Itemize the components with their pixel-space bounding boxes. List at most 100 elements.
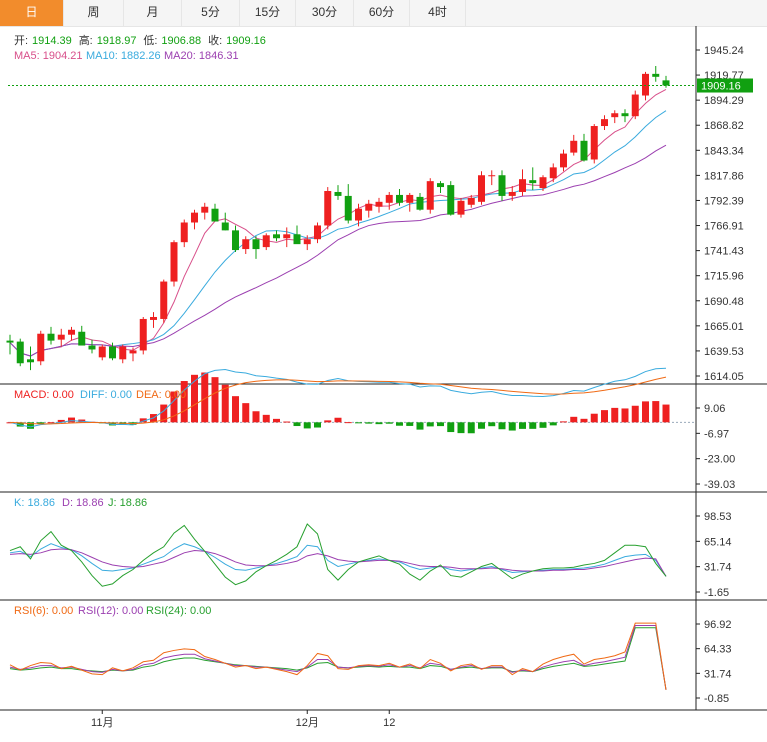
- macd-bar: [580, 418, 588, 423]
- candle-body: [426, 181, 434, 210]
- macd-bar: [549, 422, 557, 426]
- x-axis-label: 11月: [91, 717, 113, 729]
- candle-body: [652, 73, 660, 77]
- macd-bar: [160, 404, 168, 423]
- macd-tick-label: 9.06: [704, 403, 725, 415]
- macd-bar: [355, 422, 362, 424]
- macd-bar: [324, 420, 332, 423]
- rsi-tick-label: 31.74: [704, 668, 732, 680]
- macd-bar: [652, 401, 660, 423]
- ohlc-low: 1906.88: [161, 35, 201, 47]
- macd-bar: [283, 421, 291, 423]
- candle-body: [601, 119, 608, 127]
- rsi6-line: [9, 622, 667, 690]
- last-price-label: 1909.16: [701, 81, 741, 93]
- candle-body: [160, 281, 168, 319]
- macd-bar: [57, 419, 65, 423]
- candle-body: [180, 222, 188, 243]
- tab-6[interactable]: 60分: [354, 0, 410, 26]
- macd-bar: [457, 422, 465, 434]
- candle-body: [416, 196, 424, 210]
- price-tick-label: 1868.82: [704, 120, 744, 132]
- tab-2[interactable]: 月: [124, 0, 182, 26]
- tab-5[interactable]: 30分: [296, 0, 354, 26]
- macd-bar: [539, 422, 547, 428]
- j-line: [9, 523, 667, 587]
- macd-bar: [642, 401, 649, 423]
- ma20-legend: MA20: 1846.31: [164, 50, 239, 62]
- price-tick-label: 1945.24: [704, 45, 744, 57]
- macd-bar: [180, 381, 188, 423]
- kdj-tick-label: 31.74: [704, 562, 732, 574]
- tab-3[interactable]: 5分: [182, 0, 240, 26]
- candle-body: [6, 340, 14, 343]
- tab-7[interactable]: 4时: [410, 0, 466, 26]
- candle-body: [57, 334, 65, 340]
- candle-body: [150, 316, 157, 320]
- candle-body: [139, 318, 147, 351]
- candle-body: [37, 333, 45, 362]
- ohlc-open: 1914.39: [32, 35, 72, 47]
- macd-bar: [221, 384, 229, 423]
- price-tick-label: 1741.43: [704, 246, 744, 258]
- candle-body: [191, 212, 198, 223]
- macd-legend: MACD: 0.00: [14, 389, 74, 401]
- tab-4[interactable]: 15分: [240, 0, 296, 26]
- candle-body: [170, 242, 178, 282]
- candle-body: [580, 140, 588, 161]
- candle-body: [68, 329, 75, 335]
- candle-body: [303, 239, 311, 245]
- candle-body: [252, 239, 260, 250]
- ma5-legend: MA5: 1904.21: [14, 50, 83, 62]
- ohlc-high: 1918.97: [97, 35, 137, 47]
- macd-bar: [375, 422, 383, 425]
- macd-bar: [365, 422, 373, 424]
- candle-body: [129, 350, 137, 354]
- macd-bar: [27, 422, 34, 429]
- candle-body: [590, 126, 598, 160]
- price-tick-label: 1843.34: [704, 145, 744, 157]
- macd-bar: [232, 396, 239, 423]
- price-tick-label: 1614.05: [704, 371, 744, 383]
- candle-body: [621, 113, 629, 117]
- tab-1[interactable]: 周: [64, 0, 124, 26]
- dea-legend: DEA: 0.00: [136, 389, 186, 401]
- candle-body: [355, 208, 362, 221]
- candle-body: [478, 175, 485, 202]
- candle-body: [662, 80, 670, 86]
- candle-body: [109, 346, 116, 359]
- candle-body: [406, 194, 414, 203]
- price-tick-label: 1639.53: [704, 346, 744, 358]
- candle-body: [539, 177, 547, 189]
- candle-body: [437, 183, 444, 188]
- price-tick-label: 1715.96: [704, 271, 744, 283]
- macd-tick-label: -6.97: [704, 428, 729, 440]
- candle-body: [642, 73, 649, 96]
- candle-body: [385, 194, 393, 203]
- macd-bar: [662, 404, 670, 423]
- macd-bar: [344, 422, 352, 424]
- macd-bar: [426, 422, 434, 427]
- macd-bar: [303, 422, 311, 429]
- candle-body: [232, 230, 239, 251]
- stock-chart[interactable]: 1945.241919.771894.291868.821843.341817.…: [0, 26, 767, 742]
- kdj-tick-label: 98.53: [704, 511, 732, 523]
- price-tick-label: 1665.01: [704, 321, 744, 333]
- candle-body: [314, 225, 321, 240]
- tab-0[interactable]: 日: [0, 0, 64, 26]
- candle-body: [396, 194, 403, 203]
- macd-bar: [488, 422, 496, 427]
- macd-bar: [262, 414, 270, 423]
- macd-bar: [560, 421, 567, 423]
- price-tick-label: 1792.39: [704, 195, 744, 207]
- candle-body: [334, 191, 342, 196]
- macd-bar: [109, 422, 116, 426]
- candle-body: [283, 234, 291, 239]
- candle-body: [467, 197, 475, 205]
- macd-bar: [293, 422, 301, 427]
- last-price-tag: [697, 78, 753, 93]
- candle-body: [88, 345, 96, 350]
- rsi-tick-label: 96.92: [704, 619, 732, 631]
- macd-bar: [406, 422, 414, 426]
- price-tick-label: 1894.29: [704, 95, 744, 107]
